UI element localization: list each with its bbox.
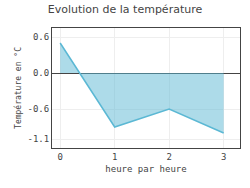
svg-text:Evolution de la température: Evolution de la température	[48, 3, 203, 16]
svg-text:Température en °C: Température en °C	[13, 47, 23, 129]
svg-text:2: 2	[166, 152, 171, 162]
svg-text:0.6: 0.6	[33, 32, 49, 42]
svg-text:0: 0	[57, 152, 62, 162]
svg-text:-1.1: -1.1	[28, 134, 50, 144]
svg-text:1: 1	[112, 152, 117, 162]
svg-text:-0.6: -0.6	[28, 104, 50, 114]
svg-text:0.0: 0.0	[33, 68, 49, 78]
svg-text:heure par heure: heure par heure	[105, 164, 186, 174]
svg-text:3: 3	[221, 152, 226, 162]
